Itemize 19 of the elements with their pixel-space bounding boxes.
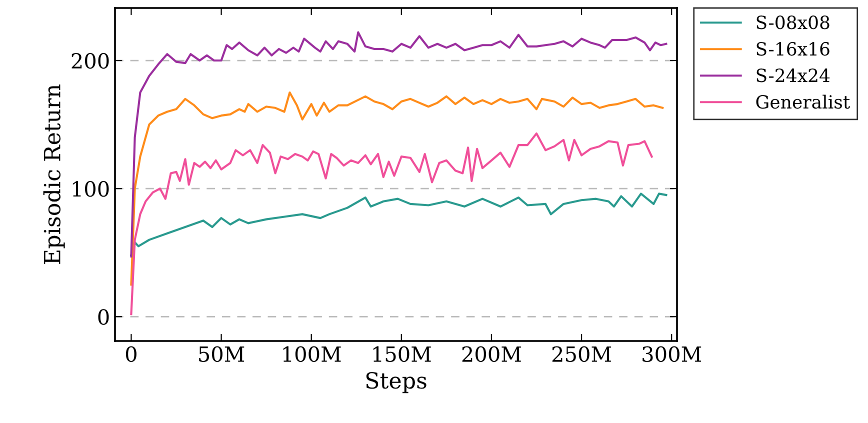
x-tick-label: 100M [283,346,341,362]
legend-label: Generalist [756,94,850,109]
line-series [130,91,664,286]
y-tick-label: 100 [72,181,109,197]
x-tick-label: 200M [462,346,521,362]
x-axis-title: Steps [366,372,426,394]
line-series [130,132,653,316]
line-series [130,31,668,258]
y-tick-label: 0 [98,309,109,325]
x-tick-label: 250M [552,346,612,362]
x-tick-label: 0 [126,346,136,362]
legend-label: S-24x24 [756,68,830,82]
x-tick-label: 300M [642,346,702,362]
x-tick-label: 150M [373,346,431,362]
y-axis-title: Episodic Return [43,84,65,264]
legend-label: S-08x08 [756,16,830,30]
x-tick-label: 50M [199,346,244,362]
legend-label: S-16x16 [756,42,830,56]
y-tick-label: 200 [72,52,109,69]
